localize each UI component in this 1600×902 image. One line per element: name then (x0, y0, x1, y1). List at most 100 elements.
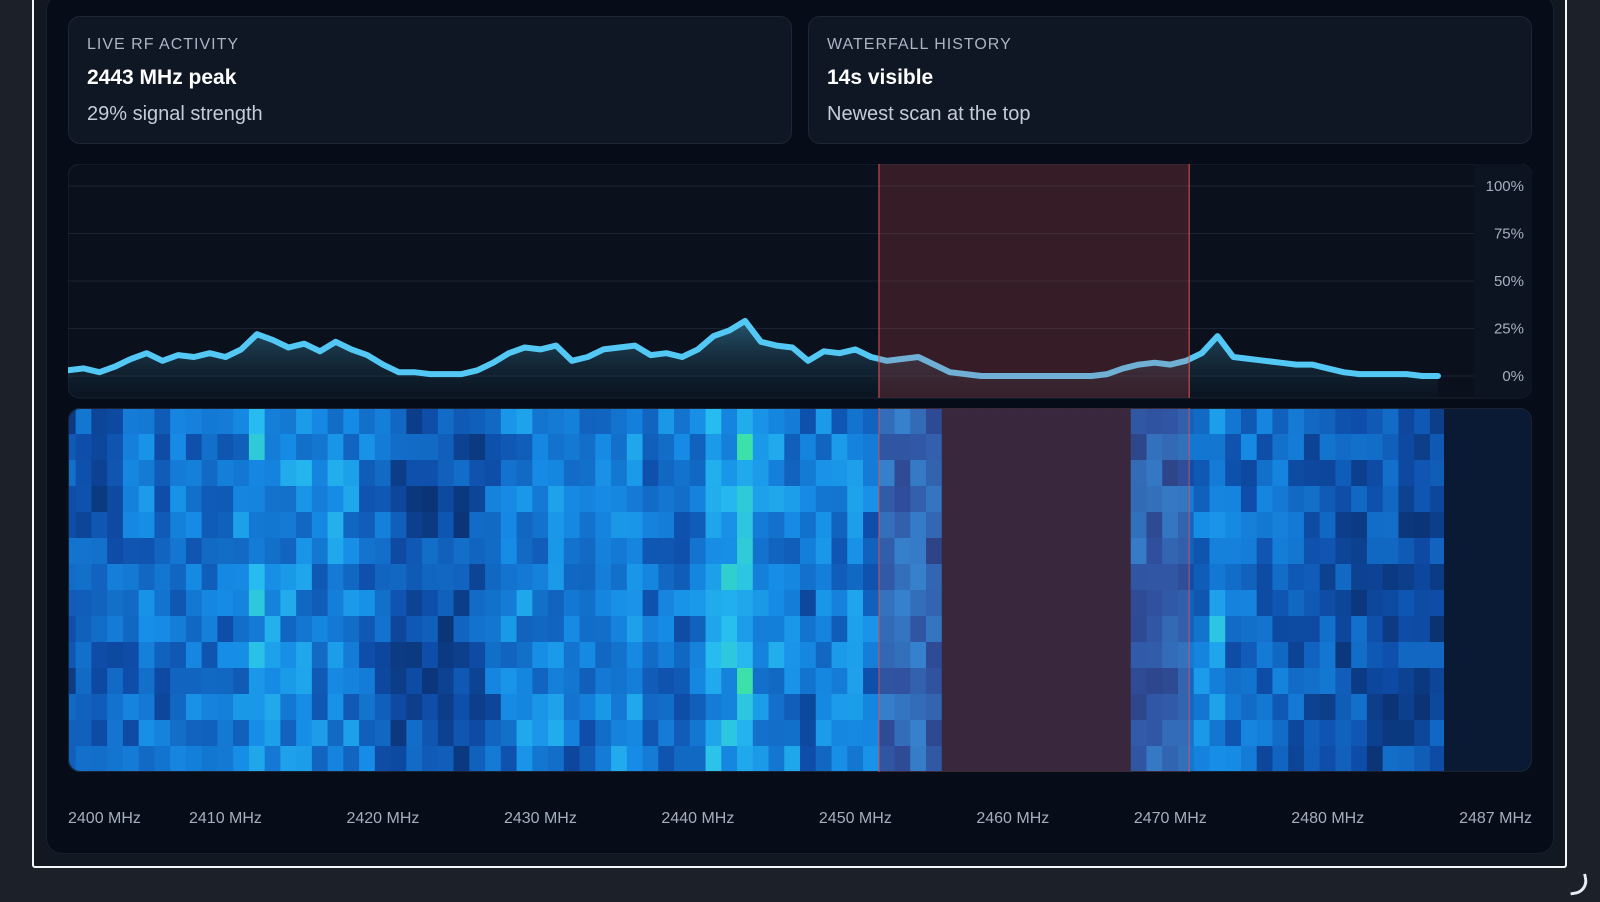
waterfall-cell (595, 564, 612, 591)
waterfall-cell (1020, 746, 1037, 772)
waterfall-cell (1429, 408, 1447, 435)
waterfall-cell (1020, 694, 1037, 721)
waterfall-cell (1193, 746, 1210, 772)
waterfall-cell (705, 408, 722, 435)
waterfall-cell (1272, 538, 1289, 565)
waterfall-cell (595, 486, 612, 513)
waterfall-cell (359, 460, 376, 487)
waterfall-cell (988, 694, 1006, 721)
waterfall-cell (1351, 538, 1368, 565)
waterfall-cell (721, 408, 738, 435)
waterfall-cell (941, 642, 958, 669)
waterfall-cell (768, 408, 785, 435)
waterfall-cell (674, 564, 691, 591)
waterfall-cell (1398, 434, 1415, 461)
waterfall-cell (390, 408, 407, 435)
waterfall-cell (75, 590, 92, 617)
waterfall-cell (233, 746, 250, 772)
waterfall-cell (1209, 642, 1226, 669)
waterfall-cell (1382, 694, 1399, 721)
waterfall-cell (988, 434, 1006, 461)
waterfall-cell (863, 590, 880, 617)
waterfall-cell (658, 538, 675, 565)
waterfall-cell (563, 486, 580, 513)
waterfall-cell (1177, 616, 1195, 643)
waterfall-cell (1114, 590, 1132, 617)
waterfall-cell (926, 590, 943, 617)
waterfall-cell (91, 460, 108, 487)
waterfall-cell (1256, 460, 1273, 487)
waterfall-cell (1162, 460, 1179, 487)
waterfall-cell (1099, 408, 1116, 435)
waterfall-cell (1398, 616, 1415, 643)
waterfall-cell (800, 408, 817, 435)
waterfall-cell (1067, 694, 1084, 721)
waterfall-cell (926, 408, 943, 435)
waterfall-cell (170, 460, 187, 487)
waterfall-cell (185, 512, 203, 539)
waterfall-cell (75, 486, 92, 513)
waterfall-cell (784, 668, 801, 695)
waterfall-cell (800, 616, 817, 643)
waterfall-cell (1036, 694, 1053, 721)
waterfall-cell (642, 564, 659, 591)
waterfall-cell (1083, 694, 1100, 721)
waterfall-cell (122, 460, 140, 487)
waterfall-cell (107, 564, 124, 591)
waterfall-cell (1114, 408, 1132, 435)
waterfall-cell (422, 434, 439, 461)
resize-handle-icon[interactable] (1567, 873, 1590, 896)
waterfall-cell (327, 564, 344, 591)
waterfall-cell (185, 720, 203, 747)
waterfall-cell (1036, 486, 1053, 513)
waterfall-cell (768, 746, 785, 772)
waterfall-cell (1288, 434, 1305, 461)
waterfall-cell (642, 408, 659, 435)
waterfall-cell (768, 616, 785, 643)
waterfall-cell (626, 642, 643, 669)
highlight-band-fill (878, 164, 1190, 398)
waterfall-cell (705, 616, 722, 643)
waterfall-cell (1036, 538, 1053, 565)
waterfall-cell (1162, 616, 1179, 643)
waterfall-cell (847, 564, 864, 591)
waterfall-cell (910, 694, 927, 721)
waterfall-cell (248, 668, 266, 695)
waterfall-cell (453, 538, 470, 565)
waterfall-cell (1382, 616, 1399, 643)
waterfall-cell (1209, 460, 1226, 487)
waterfall-cell (768, 694, 785, 721)
waterfall-cell (170, 564, 187, 591)
waterfall-cell (1351, 746, 1368, 772)
waterfall-cell (1382, 408, 1399, 435)
waterfall-cell (1382, 512, 1399, 539)
waterfall-cell (784, 616, 801, 643)
waterfall-cell (626, 486, 643, 513)
waterfall-cell (1114, 668, 1132, 695)
waterfall-cell (1130, 486, 1147, 513)
waterfall-cell (689, 668, 706, 695)
waterfall-cell (311, 460, 329, 487)
waterfall-cell (579, 616, 596, 643)
waterfall-cell (154, 590, 171, 617)
waterfall-cell (390, 668, 407, 695)
waterfall-cell (957, 564, 974, 591)
waterfall-cell (422, 408, 439, 435)
waterfall-cell (327, 408, 344, 435)
waterfall-cell (674, 486, 691, 513)
waterfall-cell (75, 668, 92, 695)
waterfall-cell (68, 746, 77, 772)
waterfall-cell (1319, 720, 1336, 747)
waterfall-cell (1414, 616, 1431, 643)
waterfall-cell (201, 590, 218, 617)
waterfall-cell (1051, 642, 1069, 669)
waterfall-cell (107, 434, 124, 461)
waterfall-cell (138, 616, 155, 643)
x-tick-label: 2420 MHz (346, 810, 420, 827)
waterfall-cell (1193, 720, 1210, 747)
waterfall-cell (988, 746, 1006, 772)
waterfall-cell (1083, 512, 1100, 539)
waterfall-cell (154, 694, 171, 721)
waterfall-cell (390, 746, 407, 772)
waterfall-cell (910, 590, 927, 617)
